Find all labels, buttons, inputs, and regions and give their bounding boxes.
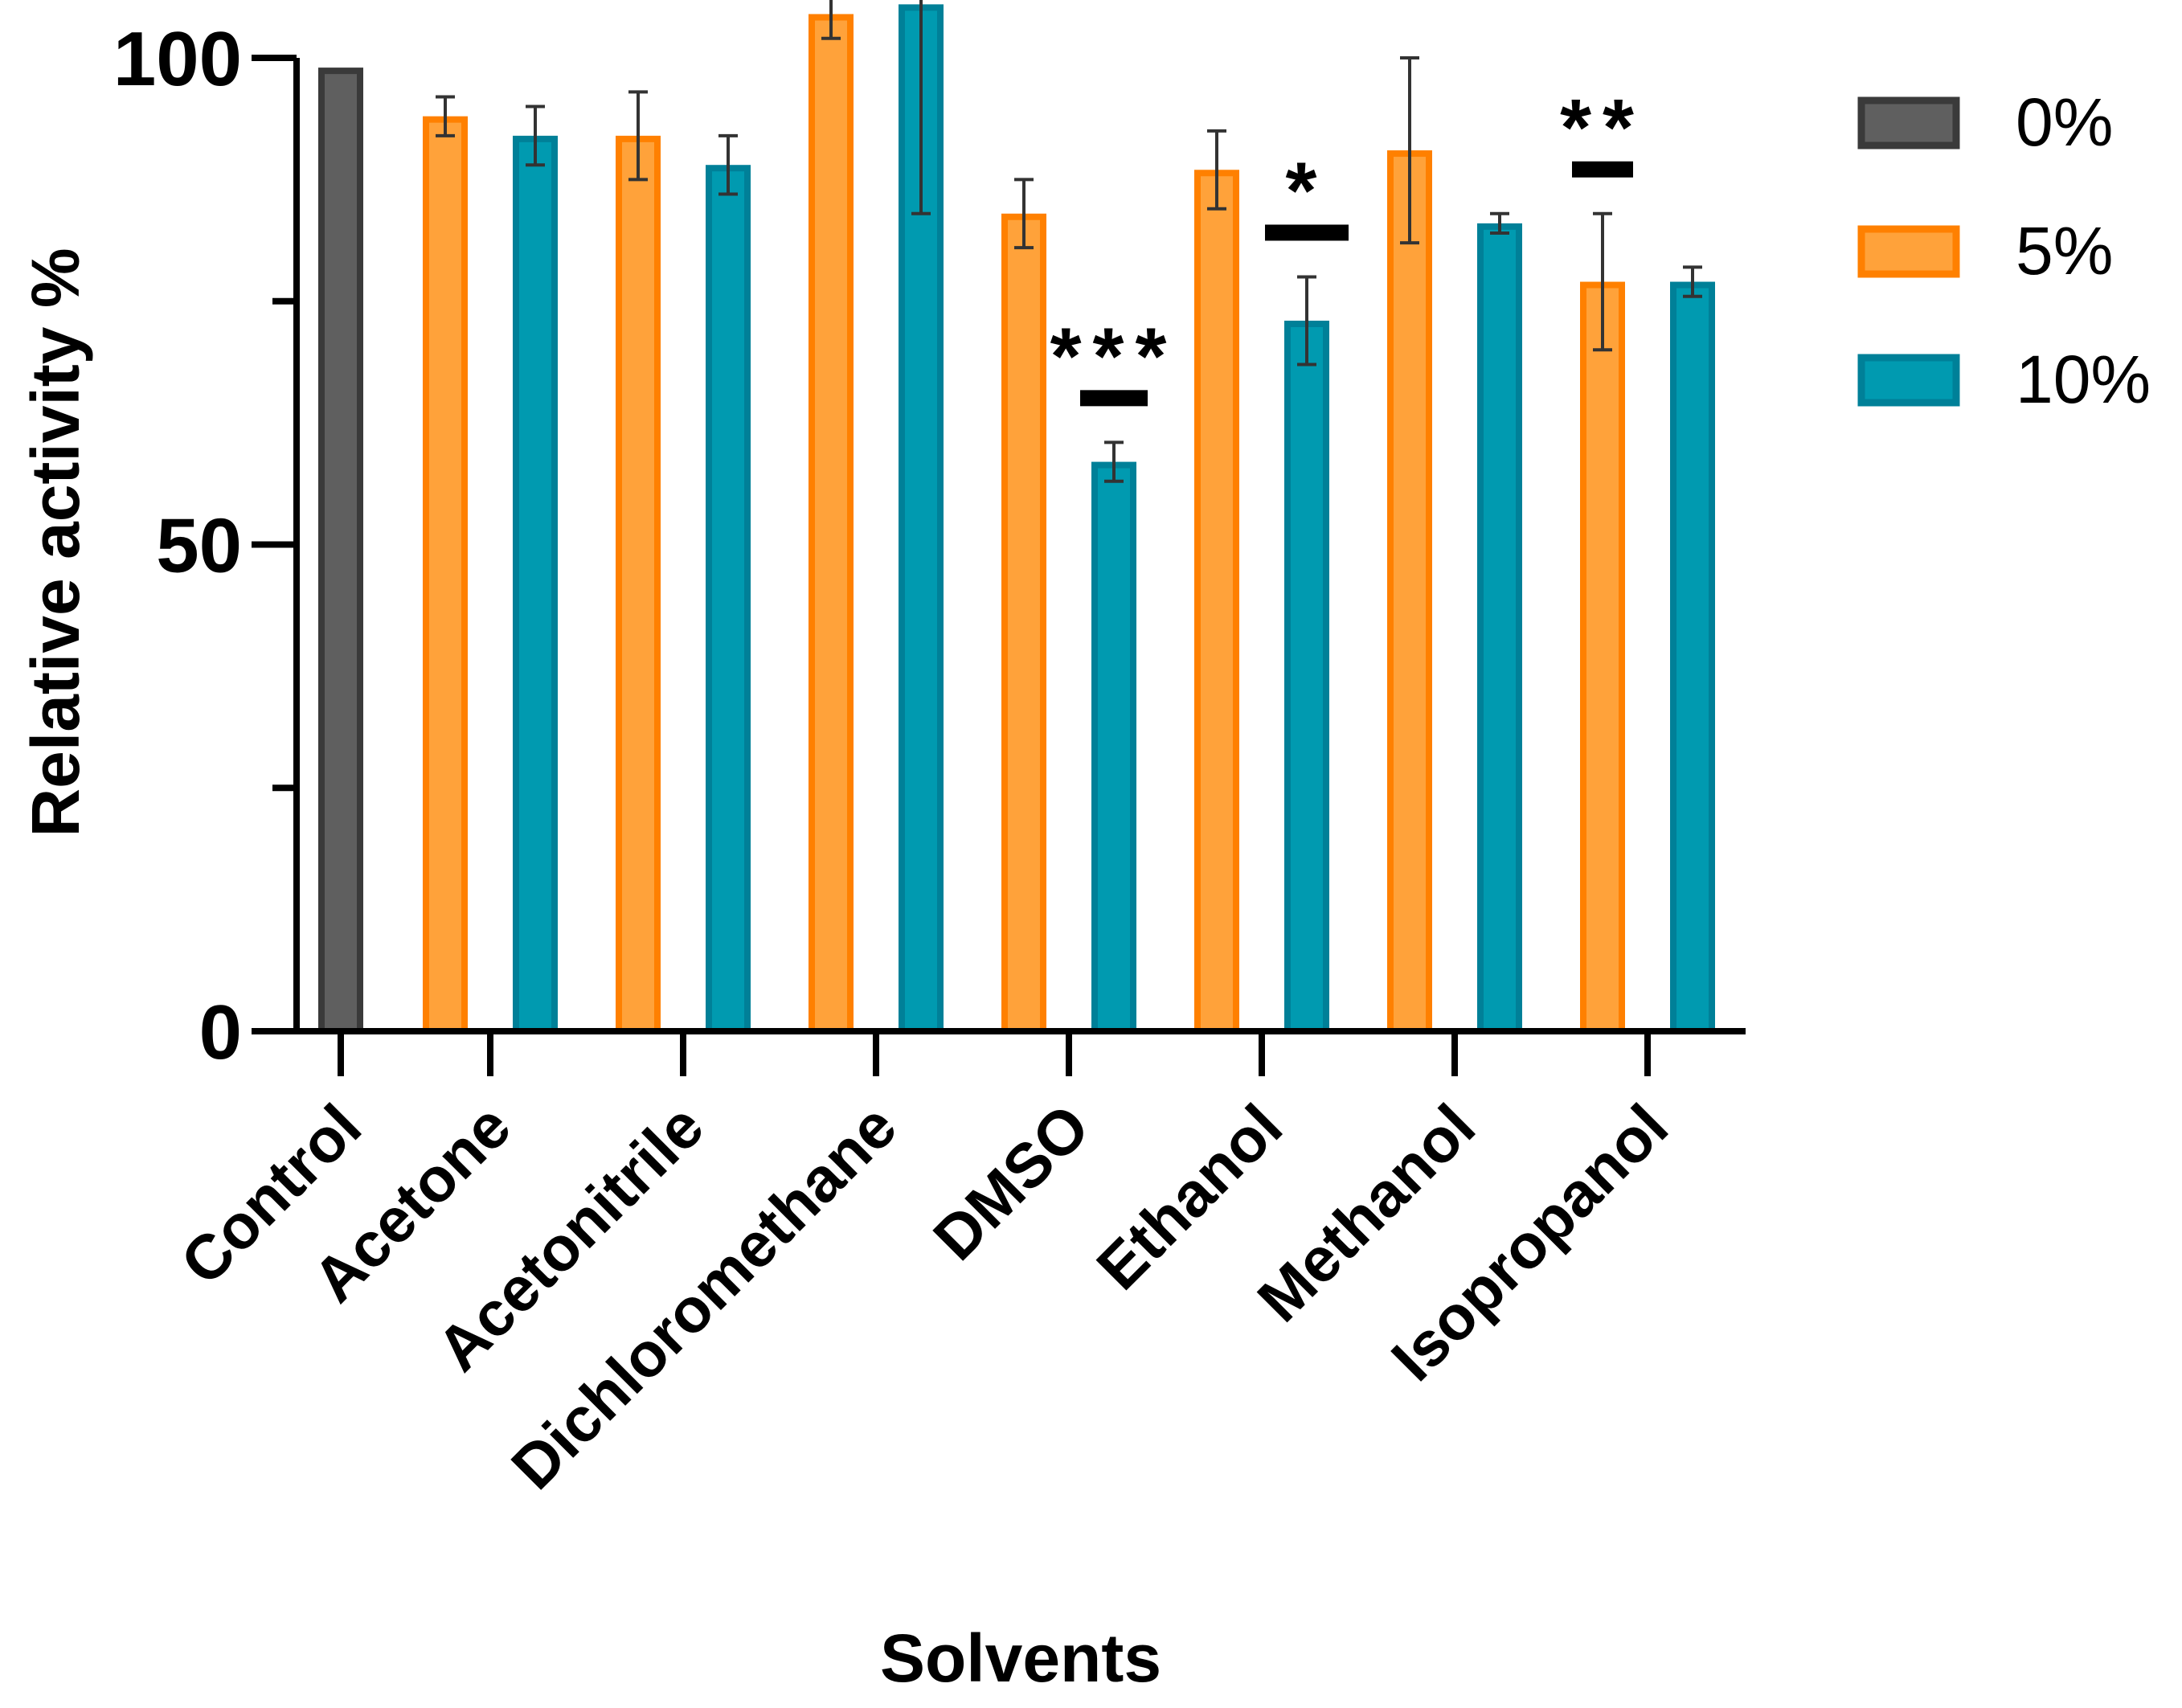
bars-layer [318, 4, 1715, 1035]
bar-acetonitrile-5 [616, 135, 661, 1034]
error-bar-isopropanol-10 [1683, 265, 1702, 298]
error-bar-acetonitrile-10 [718, 133, 738, 196]
y-axis-title: Relative activity % [18, 248, 93, 837]
error-bar-dmso-10 [1104, 440, 1124, 483]
y-tick-label-50: 50 [156, 503, 242, 589]
significance-label-ethanol: * [1286, 145, 1328, 236]
legend-label: 0% [2016, 84, 2113, 160]
significance-bar-isopropanol [1572, 161, 1633, 178]
significance-label-isopropanol: ** [1560, 83, 1645, 173]
y-tick-label-0: 0 [199, 989, 242, 1075]
error-bar-methanol-5 [1400, 56, 1419, 245]
error-bar-ethanol-5 [1207, 129, 1226, 211]
legend-swatch [1857, 354, 1960, 407]
legend-swatch [1857, 96, 1960, 150]
y-tick-label-100: 100 [113, 16, 242, 102]
bar-ethanol-10 [1284, 320, 1329, 1035]
error-bar-methanol-10 [1490, 211, 1509, 235]
error-bar-acetone-10 [526, 104, 545, 167]
bar-dmso-5 [1001, 213, 1046, 1034]
error-bar-dichloromethane-10 [911, 0, 931, 215]
bar-acetone-10 [513, 135, 558, 1034]
x-tick-label-dmso: DMSO [919, 1091, 1103, 1274]
error-bar-acetone-5 [436, 95, 455, 137]
x-axis-title: Solvents [880, 1620, 1161, 1696]
bar-isopropanol-10 [1670, 281, 1715, 1034]
legend-label: 10% [2016, 342, 2151, 417]
error-bar-dichloromethane-5 [821, 0, 841, 40]
legend-item-5: 5% [1857, 213, 2113, 289]
error-bar-dmso-5 [1014, 178, 1034, 250]
error-bar-acetonitrile-5 [628, 90, 648, 182]
legend-label: 5% [2016, 213, 2113, 289]
bar-acetone-5 [423, 116, 468, 1034]
error-bar-ethanol-10 [1297, 275, 1316, 367]
annotations-layer: ****** [1050, 83, 1645, 407]
legend-item-0: 0% [1857, 84, 2113, 160]
bar-dmso-10 [1091, 461, 1136, 1034]
significance-bar-ethanol [1265, 224, 1349, 241]
bar-methanol-10 [1477, 223, 1522, 1034]
error-bars-layer [436, 0, 1702, 483]
significance-label-dmso: *** [1050, 311, 1178, 401]
bar-dichloromethane-5 [809, 14, 854, 1034]
bar-acetonitrile-10 [706, 165, 751, 1035]
bar-methanol-5 [1387, 150, 1432, 1034]
legend-item-10: 10% [1857, 342, 2151, 417]
bar-control-0 [318, 68, 363, 1035]
significance-bar-dmso [1080, 390, 1148, 407]
legend: 0% 5% 10% [1857, 84, 2151, 417]
bar-ethanol-5 [1194, 170, 1239, 1034]
bar-isopropanol-5 [1580, 281, 1625, 1034]
legend-swatch [1857, 225, 1960, 278]
error-bar-isopropanol-5 [1593, 211, 1612, 352]
